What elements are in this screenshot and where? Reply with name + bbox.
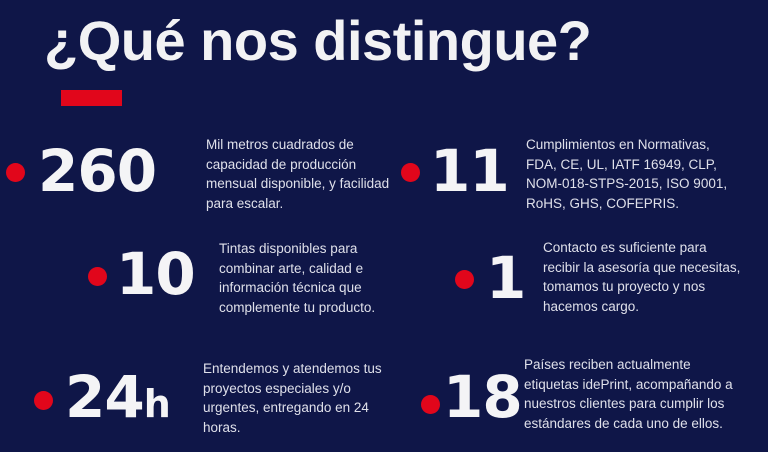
stat-number: 24h [65, 363, 171, 431]
bullet-dot [401, 163, 420, 182]
stat-description: Entendemos y atendemos tus proyectos esp… [203, 361, 382, 435]
bullet-dot [34, 391, 53, 410]
stat-number: 1 [486, 244, 526, 312]
stat-number: 10 [116, 240, 196, 308]
stat-number: 260 [38, 137, 157, 205]
title-underline-bar [61, 90, 122, 106]
bullet-dot [455, 270, 474, 289]
stat-description: Contacto es suficiente para recibir la a… [543, 240, 741, 314]
stat-description: Países reciben actualmente etiquetas ide… [524, 357, 733, 431]
page-title: ¿Qué nos distingue? [44, 9, 592, 72]
stat-number: 11 [430, 137, 510, 205]
bullet-dot [88, 267, 107, 286]
stat-number-suffix: h [143, 382, 171, 426]
stat-description: Cumplimientos en Normativas, FDA, CE, UL… [526, 137, 728, 211]
bullet-dot [6, 163, 25, 182]
bullet-dot [421, 395, 440, 414]
stat-number: 18 [443, 363, 523, 431]
stat-description: Tintas disponibles para combinar arte, c… [219, 241, 376, 315]
stat-description: Mil metros cuadrados de capacidad de pro… [206, 137, 390, 211]
